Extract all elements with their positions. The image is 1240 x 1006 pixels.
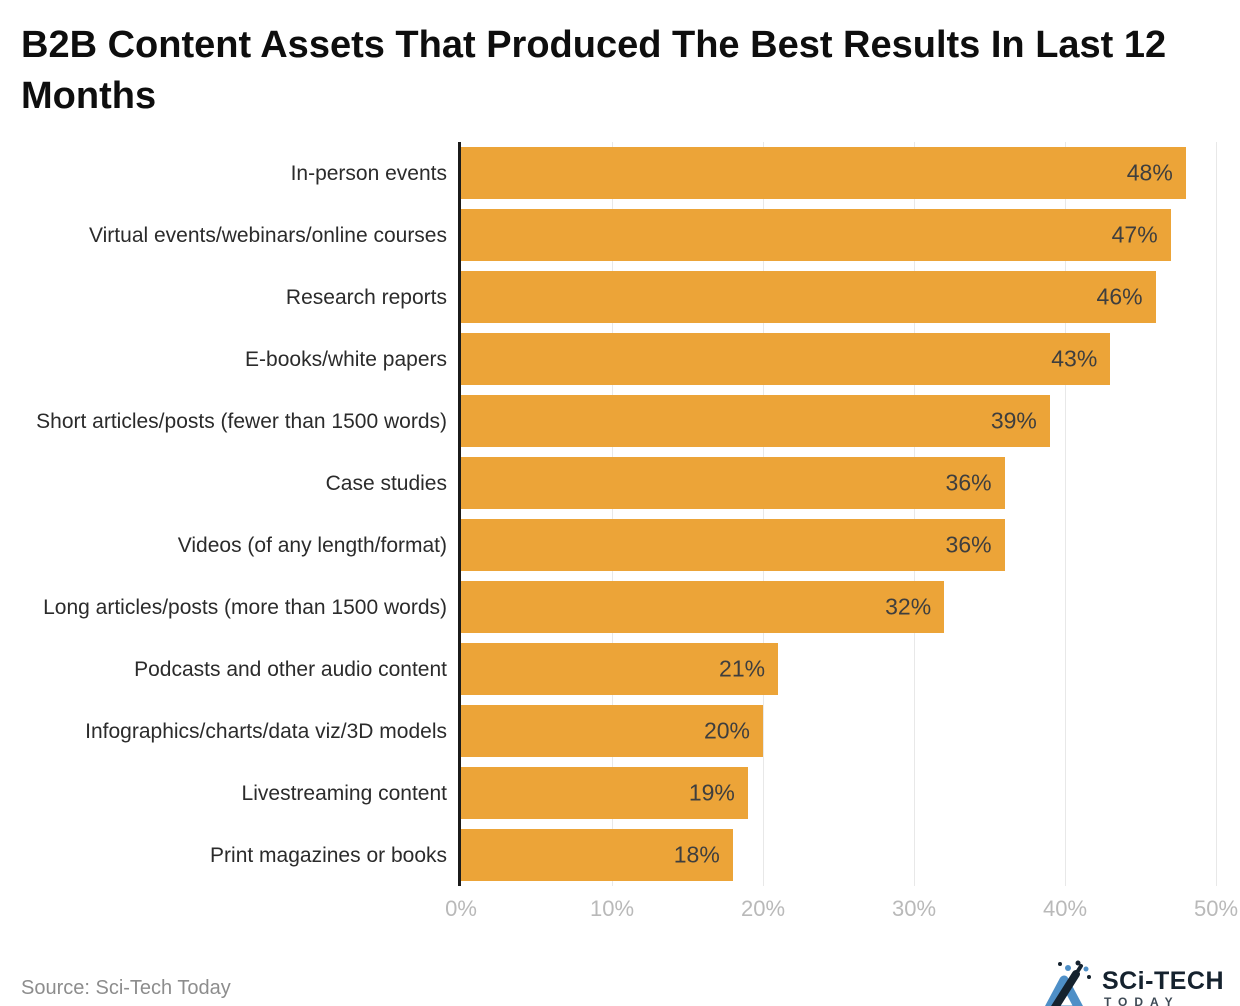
category-label: Infographics/charts/data viz/3D models: [85, 719, 447, 743]
bar-row: 21%: [458, 638, 1219, 700]
gridline: [763, 142, 764, 886]
bar-value-label: 46%: [1096, 283, 1143, 310]
bar-row: 39%: [458, 390, 1219, 452]
bar-row: 43%: [458, 328, 1219, 390]
x-tick-label: 30%: [891, 896, 937, 921]
bar: 32%: [461, 581, 945, 633]
category-labels-column: In-person events Virtual events/webinars/…: [21, 142, 458, 886]
bar: 36%: [461, 457, 1005, 509]
scitech-today-logo: SCi-TECH TODAY: [1034, 960, 1224, 1006]
y-axis-line: [458, 142, 461, 886]
source-text: Source: Sci-Tech Today: [21, 976, 231, 999]
bar-row: 32%: [458, 576, 1219, 638]
gridline: [914, 142, 915, 886]
bar-row: 46%: [458, 266, 1219, 328]
category-label: Long articles/posts (more than 1500 word…: [43, 595, 447, 619]
bar: 21%: [461, 643, 779, 695]
bar-value-label: 43%: [1051, 345, 1098, 372]
logo-text: SCi-TECH TODAY: [1101, 966, 1224, 1006]
bar-value-label: 19%: [688, 779, 735, 806]
x-tick-label: 20%: [740, 896, 786, 921]
bar: 46%: [461, 271, 1156, 323]
gridline: [612, 142, 613, 886]
bar-row: 36%: [458, 452, 1219, 514]
bar: 43%: [461, 333, 1111, 385]
bar-row: 48%: [458, 142, 1219, 204]
bar: 47%: [461, 209, 1171, 261]
category-label: Virtual events/webinars/online courses: [89, 223, 447, 247]
bar-value-label: 20%: [703, 717, 750, 744]
category-label: Case studies: [325, 471, 447, 495]
category-label: Videos (of any length/format): [177, 533, 447, 557]
x-tick-label: 50%: [1193, 896, 1239, 921]
category-label: Podcasts and other audio content: [134, 657, 447, 681]
logo-wordmark: SCi-TECH: [1101, 966, 1224, 995]
category-label: Research reports: [285, 285, 447, 309]
bar-rows: 48% 47% 46% 43% 39% 36% 36% 32% 21% 20% 19% 18%: [458, 142, 1219, 886]
x-axis: 0% 10% 20% 30% 40% 50%: [445, 886, 1238, 930]
x-tick-label: 40%: [1042, 896, 1088, 921]
gridline: [1065, 142, 1066, 886]
scitech-logo-icon: [1044, 960, 1091, 1006]
bar-value-label: 48%: [1126, 159, 1173, 186]
bar-chart: In-person events Virtual events/webinars/…: [21, 142, 1238, 930]
gridline: [1216, 142, 1217, 886]
bar-value-label: 39%: [990, 407, 1037, 434]
category-label: Short articles/posts (fewer than 1500 wo…: [36, 409, 447, 433]
bar-value-label: 32%: [885, 593, 932, 620]
page: B2B Content Assets That Produced The Bes…: [0, 20, 1240, 1006]
bar-row: 20%: [458, 700, 1219, 762]
x-tick-label: 0%: [445, 896, 477, 921]
bar-row: 47%: [458, 204, 1219, 266]
x-tick-label: 10%: [589, 896, 635, 921]
category-label: In-person events: [290, 161, 447, 185]
bar-row: 36%: [458, 514, 1219, 576]
bar-row: 18%: [458, 824, 1219, 886]
logo-subtitle: TODAY: [1103, 994, 1180, 1006]
bars-column: 48% 47% 46% 43% 39% 36% 36% 32% 21% 20% 19% 18%: [458, 142, 1219, 886]
bar: 18%: [461, 829, 733, 881]
category-label: Print magazines or books: [210, 843, 447, 867]
bar: 48%: [461, 147, 1186, 199]
footer: Source: Sci-Tech Today SCi-TECH TODAY: [0, 960, 1240, 1006]
bar: 39%: [461, 395, 1050, 447]
bar-value-label: 21%: [719, 655, 766, 682]
chart-plot-area: In-person events Virtual events/webinars/…: [21, 142, 1219, 886]
category-label: Livestreaming content: [241, 781, 447, 805]
bar-value-label: 18%: [673, 841, 720, 868]
category-label: E-books/white papers: [245, 347, 447, 371]
bar-value-label: 36%: [945, 469, 992, 496]
bar: 19%: [461, 767, 748, 819]
gridlines-layer: [458, 142, 1219, 886]
bar-value-label: 36%: [945, 531, 992, 558]
bar: 36%: [461, 519, 1005, 571]
bar-value-label: 47%: [1111, 221, 1158, 248]
bar: 20%: [461, 705, 763, 757]
chart-title: B2B Content Assets That Produced The Bes…: [21, 24, 1167, 117]
bar-row: 19%: [458, 762, 1219, 824]
